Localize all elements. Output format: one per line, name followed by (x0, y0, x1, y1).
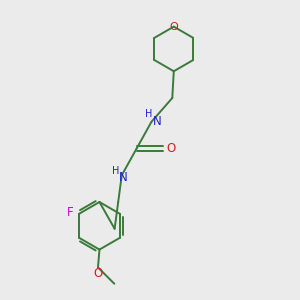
Text: H: H (112, 166, 119, 176)
Text: F: F (67, 206, 73, 219)
Text: N: N (152, 115, 161, 128)
Text: O: O (167, 142, 176, 155)
Text: H: H (145, 109, 152, 119)
Text: O: O (93, 267, 103, 280)
Text: O: O (169, 22, 178, 32)
Text: N: N (119, 171, 128, 184)
